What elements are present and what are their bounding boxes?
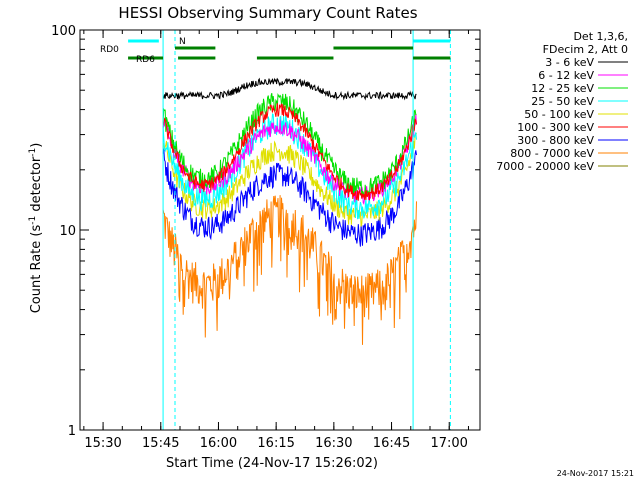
axis-layer: 15:30 15:45 16:00 16:15 16:30 16:45 17:00 1 10 10…: [51, 24, 481, 451]
legend-entry-label: 100 - 300 keV: [517, 121, 594, 134]
legend-entry-label: 800 - 7000 keV: [510, 147, 594, 160]
x-tick-label: 15:30: [84, 436, 121, 451]
x-tick-label: 16:45: [373, 436, 410, 451]
y-axis-label: Count Rate (s-1 detector-1): [28, 143, 44, 314]
legend-entry-label: 12 - 25 keV: [531, 82, 594, 95]
y-axis-label-part: detector: [29, 156, 44, 216]
flag-label-rd6: RD6: [136, 55, 155, 65]
x-tick-label: 16:15: [257, 436, 294, 451]
legend-entry-label: 50 - 100 keV: [524, 108, 594, 121]
flag-label-rd0: RD0: [100, 45, 119, 55]
legend-header: Det 1,3,6,: [573, 30, 628, 43]
x-tick-label: 17:00: [430, 436, 467, 451]
series-line: [162, 93, 417, 199]
x-tick-label: 15:45: [142, 436, 179, 451]
legend-entry-label: 7000 - 20000 keV: [496, 160, 594, 173]
legend-entry-label: 6 - 12 keV: [538, 69, 594, 82]
y-tick-label: 10: [59, 224, 76, 239]
legend-entry-label: 300 - 800 keV: [517, 134, 594, 147]
series-layer: [162, 77, 417, 345]
legend-entry-label: 3 - 6 keV: [545, 56, 594, 69]
legend-entry-label: 25 - 50 keV: [531, 95, 594, 108]
legend-header: FDecim 2, Att 0: [543, 43, 628, 56]
x-tick-label: 16:30: [315, 436, 352, 451]
y-axis-label-part: Count Rate (s: [29, 225, 44, 314]
y-axis-label-sup: -1: [28, 148, 38, 157]
y-axis-label-part: ): [29, 143, 44, 148]
chart-title: HESSI Observing Summary Count Rates: [118, 4, 417, 22]
y-tick-label: 100: [51, 24, 76, 39]
series-line: [162, 103, 417, 201]
series-line: [162, 148, 417, 247]
timestamp-text: 24-Nov-2017 15:21: [557, 469, 634, 478]
series-line: [162, 77, 417, 101]
x-axis-label: Start Time (24-Nov-17 15:26:02): [166, 456, 378, 471]
series-line: [162, 132, 417, 227]
y-tick-label: 1: [68, 424, 76, 439]
flag-layer: N RD0 RD6: [100, 30, 451, 430]
series-line: [162, 112, 417, 220]
saa-marker-label: N: [179, 37, 186, 47]
series-line: [162, 195, 417, 345]
y-axis-label-sup: -1: [28, 216, 38, 225]
x-tick-label: 16:00: [200, 436, 237, 451]
